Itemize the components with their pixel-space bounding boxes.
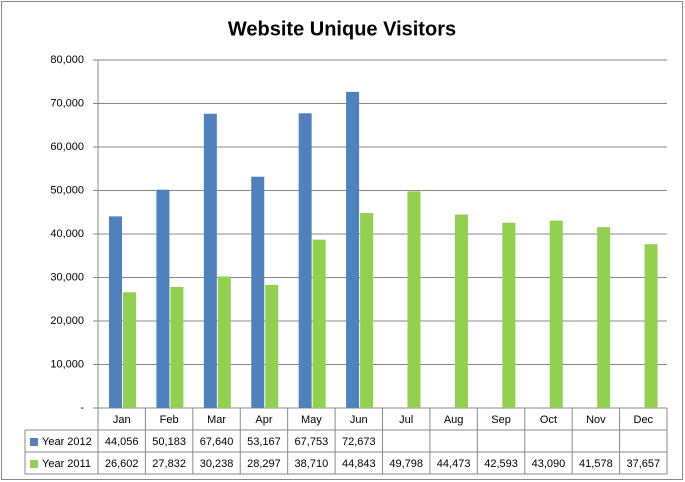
bar: [203, 113, 217, 409]
bar: [346, 91, 360, 409]
table-value: 41,578: [579, 458, 613, 470]
bar: [217, 276, 231, 408]
y-tick-label: -: [80, 402, 84, 414]
bar: [170, 286, 184, 408]
bar: [360, 212, 374, 408]
x-tick-label: Mar: [207, 414, 226, 426]
chart-title: Website Unique Visitors: [228, 18, 456, 40]
table-value: 27,832: [152, 458, 186, 470]
bar: [109, 216, 122, 408]
bar: [298, 113, 312, 409]
bar: [644, 244, 658, 408]
x-tick-label: Dec: [634, 414, 654, 426]
x-tick-label: Feb: [160, 414, 179, 426]
y-tick-label: 50,000: [50, 184, 84, 196]
table-value: 72,673: [342, 436, 376, 448]
x-tick-label: May: [301, 414, 322, 426]
table-value: 44,843: [342, 458, 376, 470]
bar: [549, 220, 563, 408]
bar: [502, 222, 516, 408]
legend-key: [30, 438, 38, 446]
table-value: 50,183: [152, 436, 186, 448]
bar: [251, 176, 265, 408]
table-value: 44,056: [105, 436, 139, 448]
table-value: 49,798: [389, 458, 423, 470]
y-tick-label: 60,000: [50, 141, 84, 153]
y-tick-label: 70,000: [50, 97, 84, 109]
x-tick-label: Apr: [255, 414, 272, 426]
legend-label: Year 2012: [42, 436, 92, 448]
table-value: 67,753: [295, 436, 329, 448]
table-value: 44,473: [437, 458, 471, 470]
table-value: 43,090: [532, 458, 566, 470]
table-value: 42,593: [484, 458, 518, 470]
bar: [265, 284, 279, 408]
legend-label: Year 2011: [42, 458, 91, 470]
bar: [454, 214, 468, 408]
table-value: 30,238: [200, 458, 234, 470]
x-tick-label: Aug: [444, 414, 464, 426]
bar: [597, 227, 611, 408]
y-tick-label: 30,000: [50, 271, 84, 283]
x-tick-label: Oct: [540, 414, 557, 426]
table-value: 53,167: [247, 436, 281, 448]
bar: [123, 292, 136, 408]
table-value: 26,602: [105, 458, 139, 470]
bar: [156, 189, 170, 408]
table-value: 37,657: [626, 458, 660, 470]
table-value: 28,297: [247, 458, 281, 470]
y-tick-label: 20,000: [50, 315, 84, 327]
table-value: 38,710: [295, 458, 329, 470]
y-tick-label: 40,000: [50, 228, 84, 240]
y-tick-label: 80,000: [50, 54, 84, 66]
y-tick-label: 10,000: [50, 358, 84, 370]
bar: [407, 191, 421, 408]
x-tick-label: Sep: [491, 414, 511, 426]
x-tick-label: Nov: [586, 414, 606, 426]
table-value: 67,640: [200, 436, 234, 448]
legend-key: [30, 460, 38, 468]
x-tick-label: Jan: [113, 414, 131, 426]
x-tick-label: Jun: [350, 414, 368, 426]
bar: [312, 239, 326, 408]
x-tick-label: Jul: [399, 414, 413, 426]
